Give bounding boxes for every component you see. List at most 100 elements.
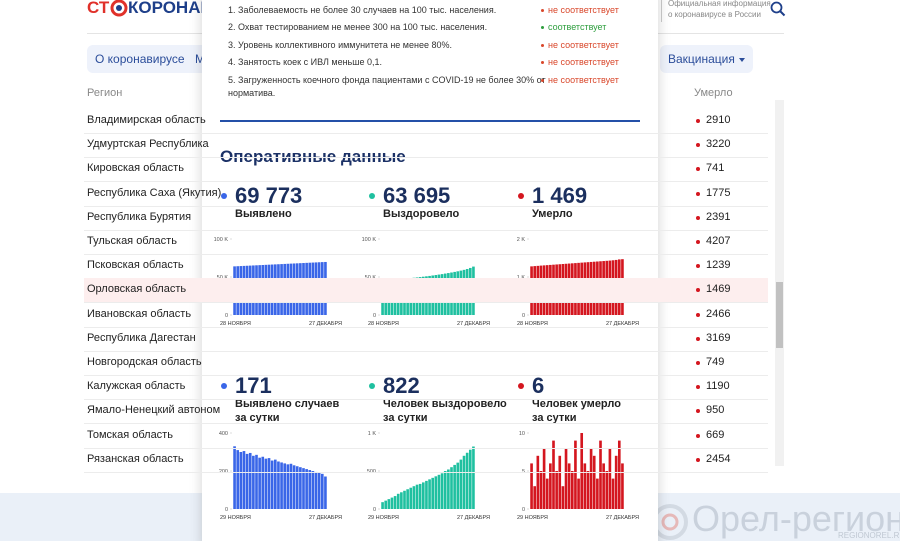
- bar: [252, 455, 255, 509]
- stat-dot: [369, 383, 375, 389]
- x-tick-label: 27 ДЕКАБРЯ: [309, 321, 342, 327]
- bar: [324, 476, 327, 509]
- region-value: 1469: [706, 283, 731, 296]
- status-dot: [541, 9, 544, 12]
- region-name: Новгородская область: [87, 356, 202, 368]
- bar: [308, 470, 312, 509]
- bar: [236, 450, 240, 509]
- bar: [577, 478, 580, 509]
- region-value: 1775: [706, 186, 731, 199]
- y-tick-label: 0: [522, 507, 525, 513]
- region-name: Удмуртская Республика: [87, 138, 209, 151]
- region-value: 2910: [706, 114, 731, 126]
- y-tick-label: 100 K: [362, 237, 377, 243]
- bar: [549, 463, 552, 509]
- bar: [314, 471, 318, 509]
- region-value: 1239: [706, 259, 731, 272]
- bar: [533, 486, 537, 509]
- region-value: 749: [706, 356, 725, 368]
- bar: [418, 483, 422, 509]
- header-info: Официальная информация о коронавирусе в …: [668, 0, 771, 19]
- bar: [302, 468, 305, 509]
- y-tick-label: 400: [219, 431, 228, 437]
- bar: [233, 446, 236, 509]
- criterion-text: 3. Уровень коллективного иммунитета не м…: [228, 40, 452, 50]
- region-value: 3169: [706, 331, 731, 344]
- bar: [289, 463, 293, 509]
- x-tick-label: 28 НОЯБРЯ: [220, 321, 251, 327]
- bar: [434, 476, 438, 509]
- x-tick-label: 29 НОЯБРЯ: [220, 515, 251, 521]
- nav-button[interactable]: Вакцинация: [660, 45, 753, 73]
- row-line: [84, 157, 768, 159]
- x-tick-label: 27 ДЕКАБРЯ: [309, 515, 342, 521]
- x-tick-label: 27 ДЕКАБРЯ: [457, 321, 490, 327]
- stat-label: Выздоровело: [383, 208, 460, 220]
- y-tick-label: 50 K: [217, 275, 229, 281]
- bar: [292, 465, 296, 509]
- bar: [317, 472, 321, 509]
- logo-left[interactable]: СТ: [87, 0, 110, 17]
- bar: [462, 455, 466, 509]
- logo-icon: [110, 0, 128, 17]
- scrollbar[interactable]: [775, 100, 784, 466]
- bar: [614, 455, 618, 509]
- y-tick-label: 1 K: [517, 275, 526, 281]
- row-line: [84, 302, 768, 304]
- row-line: [84, 133, 768, 134]
- value-dot: [696, 264, 700, 269]
- watermark-title: Орел-регион: [692, 498, 900, 539]
- value-dot: [696, 119, 700, 123]
- bar: [450, 467, 453, 509]
- stat-value: 69 773: [235, 183, 303, 208]
- bar: [459, 459, 463, 509]
- bar: [261, 456, 265, 509]
- bar: [440, 473, 444, 509]
- logo-right[interactable]: КОРОНАВИ: [128, 0, 225, 17]
- x-tick-label: 28 НОЯБРЯ: [517, 321, 548, 327]
- bar: [602, 463, 605, 509]
- value-dot: [696, 240, 700, 244]
- bar: [545, 478, 549, 509]
- region-value: 669: [706, 428, 725, 441]
- x-tick-label: 27 ДЕКАБРЯ: [606, 515, 639, 521]
- criterion-status: не соответствует: [548, 40, 619, 50]
- row-line: [84, 326, 768, 328]
- bar: [583, 463, 587, 509]
- row-highlight: [84, 278, 768, 303]
- x-tick-label: 29 НОЯБРЯ: [368, 515, 399, 521]
- stat-label: Умерло: [532, 208, 573, 220]
- bar: [621, 463, 624, 509]
- scroll-thumb[interactable]: [776, 282, 783, 348]
- bar: [611, 478, 615, 509]
- bar: [421, 482, 425, 509]
- region-name: Рязанская область: [87, 452, 184, 465]
- y-tick-label: 0: [225, 313, 228, 319]
- criterion-text: 2. Охват тестированием не менее 300 на 1…: [228, 22, 488, 32]
- bar: [295, 466, 299, 509]
- nav-label: М: [195, 52, 205, 66]
- nav-button[interactable]: О коронавирусе: [87, 45, 203, 73]
- column-header: Регион: [87, 87, 123, 99]
- bar: [280, 462, 283, 509]
- bar: [552, 440, 555, 509]
- bar: [245, 453, 249, 509]
- bar: [299, 467, 302, 509]
- bar: [617, 440, 621, 509]
- value-dot: [696, 336, 700, 341]
- stat-label: Человек умерло за сутки: [532, 398, 621, 424]
- bar: [406, 489, 409, 509]
- status-dot: [541, 44, 544, 47]
- section-heading: Оперативные данные: [220, 147, 406, 166]
- row-line: [84, 181, 768, 183]
- stat-dot: [221, 193, 227, 199]
- region-name: Кировская область: [87, 162, 184, 175]
- watermark-url: REGIONOREL.RU: [838, 531, 900, 540]
- region-value: 741: [706, 162, 725, 175]
- status-dot: [541, 61, 544, 64]
- region-value: 4207: [706, 235, 731, 247]
- row-line: [84, 447, 768, 449]
- search-icon[interactable]: [770, 1, 786, 17]
